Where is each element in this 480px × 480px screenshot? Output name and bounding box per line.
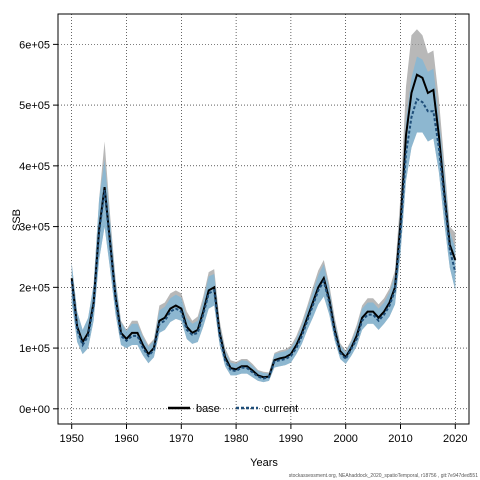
y-tick-label: 3e+05 [19,222,50,234]
y-tick-label: 1e+05 [19,343,50,355]
x-tick-label: 1990 [279,433,303,445]
y-tick-label: 6e+05 [19,39,50,51]
x-tick-label: 1980 [224,433,248,445]
series-lines [70,73,457,380]
y-tick-label: 0e+00 [19,404,50,416]
x-tick-label: 1950 [59,433,83,445]
x-tick-label: 2020 [443,433,467,445]
x-tick-label: 1970 [169,433,193,445]
x-tick-label: 2010 [388,433,412,445]
y-tick-label: 4e+05 [19,161,50,173]
source-footnote: stockassessment.org, NEAhaddock_2020_spa… [288,473,478,479]
confidence-band-current [71,56,456,383]
plot-frame [57,13,470,425]
y-tick-label: 2e+05 [19,282,50,294]
x-tick-label: 2000 [333,433,357,445]
legend-label-current: current [264,403,298,415]
series-line-base [70,73,457,379]
legend-label-base: base [196,403,220,415]
y-axis-title: SSB [11,209,23,231]
confidence-bands [71,29,456,383]
x-tick-label: 1960 [114,433,138,445]
x-axis-title: Years [250,457,278,469]
series-line-current [70,97,457,380]
x-axis: 1950 1960 1970 1980 1990 2000 2010 2020 [59,424,468,445]
y-axis: 0e+00 1e+05 2e+05 3e+05 4e+05 5e+05 6e+05 [19,39,58,416]
legend: base current [168,403,298,415]
y-tick-label: 5e+05 [19,100,50,112]
